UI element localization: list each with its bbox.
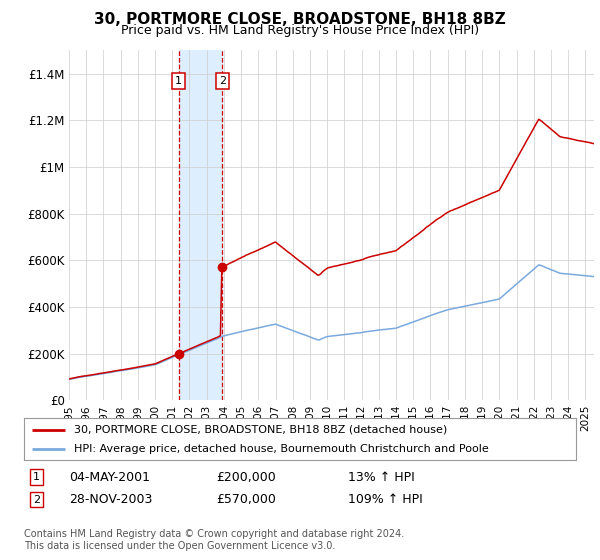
Text: Contains HM Land Registry data © Crown copyright and database right 2024.
This d: Contains HM Land Registry data © Crown c… [24,529,404,551]
Text: 28-NOV-2003: 28-NOV-2003 [69,493,152,506]
Text: 2: 2 [219,76,226,86]
Text: 13% ↑ HPI: 13% ↑ HPI [348,470,415,484]
Text: £200,000: £200,000 [216,470,276,484]
Text: 1: 1 [175,76,182,86]
Text: 2: 2 [33,494,40,505]
Text: 109% ↑ HPI: 109% ↑ HPI [348,493,423,506]
Text: £570,000: £570,000 [216,493,276,506]
Text: 04-MAY-2001: 04-MAY-2001 [69,470,150,484]
Text: 30, PORTMORE CLOSE, BROADSTONE, BH18 8BZ: 30, PORTMORE CLOSE, BROADSTONE, BH18 8BZ [94,12,506,27]
Text: Price paid vs. HM Land Registry's House Price Index (HPI): Price paid vs. HM Land Registry's House … [121,24,479,36]
Text: HPI: Average price, detached house, Bournemouth Christchurch and Poole: HPI: Average price, detached house, Bour… [74,444,488,454]
Text: 1: 1 [33,472,40,482]
Bar [179,50,223,400]
Text: 30, PORTMORE CLOSE, BROADSTONE, BH18 8BZ (detached house): 30, PORTMORE CLOSE, BROADSTONE, BH18 8BZ… [74,424,447,435]
